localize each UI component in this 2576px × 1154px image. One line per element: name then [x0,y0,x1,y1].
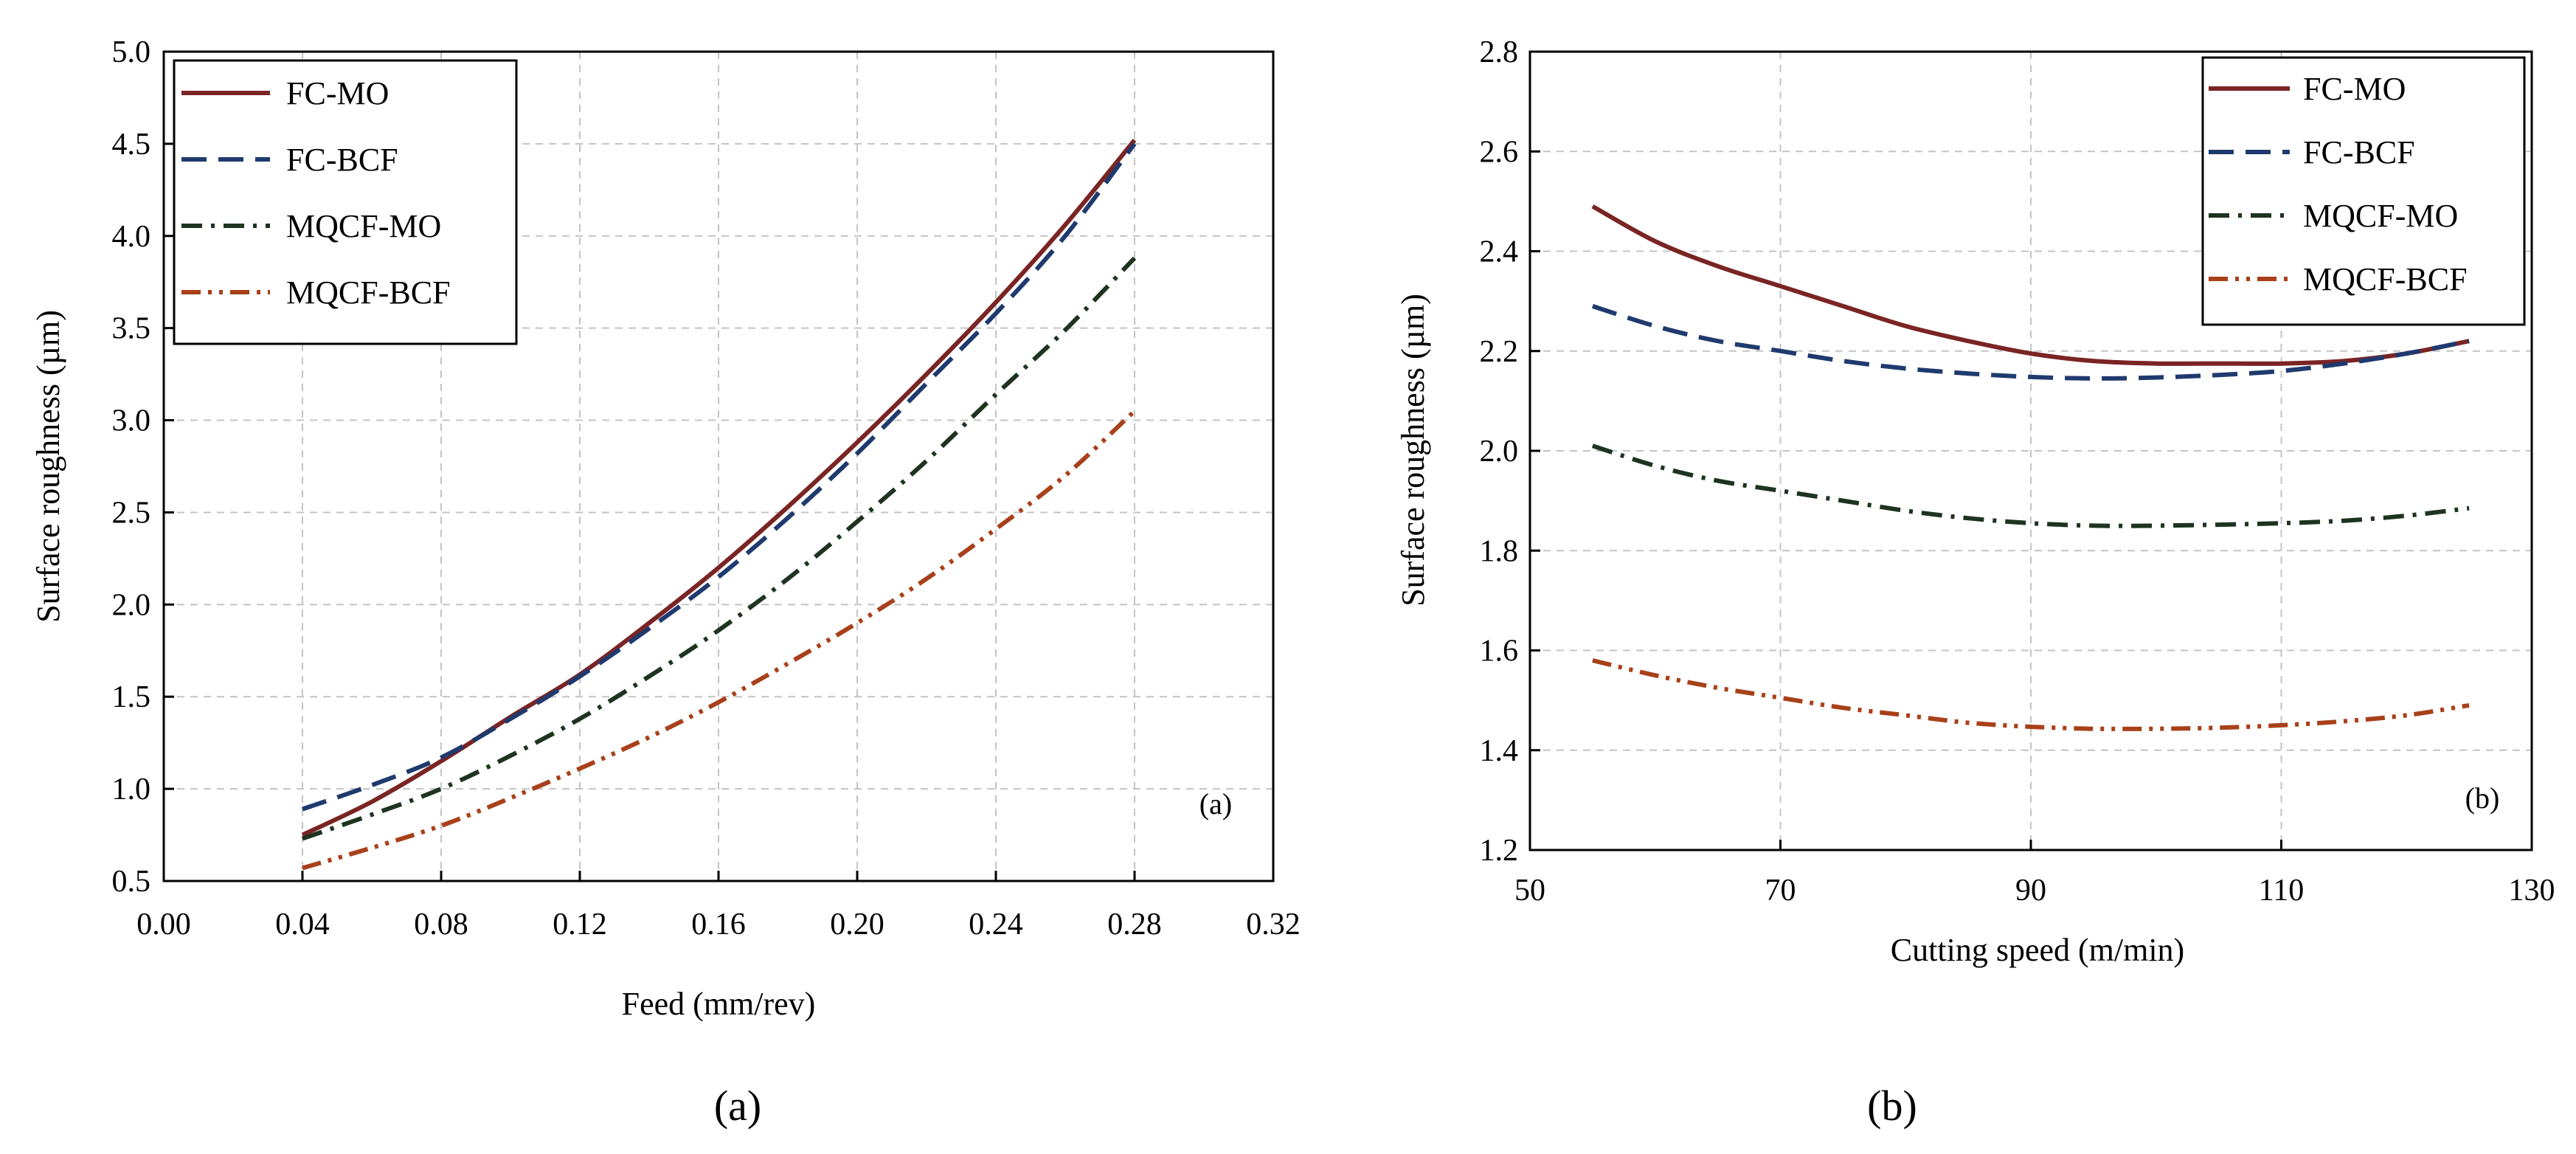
figure-caption-a: (a) [714,1082,761,1130]
y-tick-label: 2.0 [1480,435,1519,469]
x-tick-label: 0.24 [969,908,1023,941]
legend-box [2201,56,2526,326]
y-tick-label: 1.0 [112,773,151,806]
series-line-mqcf-mo [302,256,1137,841]
legend-label: MQCF-MO [286,208,441,244]
x-axis-title: Feed (mm/rev) [622,986,816,1022]
y-tick-label: 1.2 [1480,834,1519,868]
legend: FC-MO FC-BCF MQCF-MO MQCF-BCF [2201,56,2526,326]
y-tick-label: 5.0 [112,35,151,69]
y-tick-label: 1.4 [1480,734,1519,768]
legend-label: MQCF-MO [2303,198,2458,234]
legend-box [173,59,518,345]
tick-marks [162,50,1275,882]
y-tick-label: 2.0 [112,588,151,622]
legend-label: FC-MO [286,75,389,111]
series-line-fc-bcf [1591,304,2470,381]
x-tick-label: 110 [2259,874,2304,908]
y-tick-label: 2.4 [1480,235,1519,269]
x-tick-label: 0.04 [275,908,330,941]
x-tick-labels: 0.00 0.04 0.08 0.12 0.16 0.20 0.24 0.28 0.32 [136,908,1301,941]
series-line-fc-mo [1591,204,2470,366]
y-tick-label: 2.6 [1480,135,1519,169]
y-tick-label: 4.5 [112,128,151,162]
x-tick-label: 0.16 [691,908,746,941]
x-tick-label: 50 [1514,874,1545,908]
legend-label: FC-BCF [286,142,398,178]
y-tick-label: 1.6 [1480,635,1519,668]
x-tick-label: 70 [1765,874,1796,908]
series-line-mqcf-bcf [302,409,1137,871]
series-line-mqcf-bcf [1592,658,2470,731]
y-tick-label: 2.5 [112,496,151,530]
y-axis-title: Surface roughness (µm) [30,310,66,623]
x-tick-label: 0.32 [1246,908,1301,941]
series-line-fc-mo [301,138,1137,837]
x-tick-label: 0.28 [1107,908,1162,941]
x-tick-label: 90 [2015,874,2046,908]
x-tick-label: 0.20 [830,908,884,941]
y-tick-label: 2.8 [1480,35,1519,69]
x-axis-title: Cutting speed (m/min) [1891,932,2184,968]
x-tick-label: 0.00 [136,908,191,941]
series-lines [1591,204,2470,731]
figure-caption-b: (b) [1867,1082,1917,1130]
legend-label: MQCF-BCF [286,274,451,311]
y-tick-label: 3.0 [112,404,151,438]
y-tick-label: 1.5 [112,680,151,714]
y-tick-labels: 1.2 1.4 1.6 1.8 2.0 2.2 2.4 2.6 2.8 [1480,35,1519,868]
y-tick-label: 4.0 [112,220,151,254]
x-tick-label: 0.08 [414,908,468,941]
chart-panel-a: 0.00 0.04 0.08 0.12 0.16 0.20 0.24 0.28 0.32 0.5… [30,35,1301,1022]
panel-label: (b) [2465,781,2500,815]
tick-marks [1528,50,2533,851]
x-tick-labels: 50 70 90 110 130 [1514,874,2555,908]
x-tick-label: 0.12 [553,908,607,941]
series-line-mqcf-mo [1591,443,2470,528]
legend-label: MQCF-BCF [2303,261,2468,297]
series-line-fc-bcf [302,142,1137,812]
y-tick-label: 3.5 [112,312,151,346]
x-tick-label: 130 [2509,874,2555,908]
y-tick-label: 0.5 [112,865,151,899]
legend: FC-MO FC-BCF MQCF-MO MQCF-BCF [173,59,518,345]
chart-panel-b: 50 70 90 110 130 1.2 1.4 1.6 1.8 2.0 2.2 2.4 2.6 2.8… [1395,35,2555,968]
legend-label: FC-MO [2303,71,2406,107]
series-lines [301,138,1137,871]
panel-label: (a) [1199,787,1232,820]
y-axis-title: Surface roughness (µm) [1395,294,1431,607]
legend-label: FC-BCF [2303,134,2415,170]
y-tick-label: 1.8 [1480,534,1519,568]
y-tick-labels: 0.5 1.0 1.5 2.0 2.5 3.0 3.5 4.0 4.5 5.0 [112,35,151,899]
y-tick-label: 2.2 [1480,335,1519,369]
